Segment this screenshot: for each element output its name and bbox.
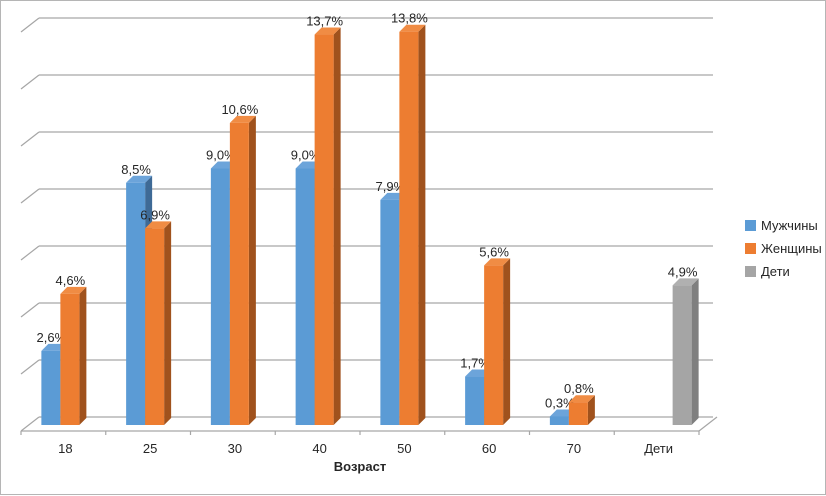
bar-series1-cat5 <box>484 265 504 425</box>
data-label: 5,6% <box>479 244 509 259</box>
data-label: 0,8% <box>564 381 594 396</box>
bar-series1-cat3 <box>314 34 334 426</box>
legend-swatch-men-icon <box>745 220 756 231</box>
bar-top-face <box>399 24 426 32</box>
gridline-depth-tick <box>20 17 40 33</box>
bar-side-face <box>164 221 172 425</box>
gridline-depth-tick <box>20 245 40 261</box>
bar-top-face <box>126 175 153 183</box>
bar-series0-cat0 <box>41 350 61 425</box>
data-label: 7,9% <box>376 179 406 194</box>
bar-series0-cat4 <box>380 199 400 425</box>
bar-top-face <box>145 221 172 229</box>
data-label: 4,6% <box>56 273 86 288</box>
bar-side-face <box>418 24 426 425</box>
bar-top-face <box>672 278 699 286</box>
data-label: 4,9% <box>668 264 698 279</box>
x-tick-label: 50 <box>397 441 411 456</box>
bar-series0-cat1 <box>126 182 146 425</box>
bar-series0-cat6 <box>549 416 569 425</box>
legend-swatch-children-icon <box>745 266 756 277</box>
bar-side-face <box>248 115 256 426</box>
bar-series0-cat3 <box>295 168 315 425</box>
legend-item-children: Дети <box>745 260 822 283</box>
bar-series0-cat2 <box>210 168 230 425</box>
legend-item-men: Мужчины <box>745 214 822 237</box>
bar-top-face <box>484 258 511 266</box>
x-tick-label: 18 <box>58 441 72 456</box>
data-label: 9,0% <box>206 148 236 163</box>
bar-series1-cat2 <box>229 122 249 426</box>
x-tick-label: 25 <box>143 441 157 456</box>
legend-swatch-women-icon <box>745 243 756 254</box>
gridline-depth-tick <box>20 188 40 204</box>
x-tick-label: Дети <box>644 441 673 456</box>
bar-top-face <box>314 27 341 35</box>
data-label: 8,5% <box>121 162 151 177</box>
bar-series1-cat1 <box>145 228 165 425</box>
bar-side-face <box>333 27 341 426</box>
legend-label-men: Мужчины <box>761 218 818 233</box>
data-label: 9,0% <box>291 148 321 163</box>
bar-side-face <box>691 278 699 425</box>
data-label: 13,8% <box>391 11 428 26</box>
data-label: 0,3% <box>545 395 575 410</box>
gridline-depth-tick <box>20 416 40 432</box>
x-tick-label: 30 <box>228 441 242 456</box>
bar-series0-cat5 <box>465 376 485 425</box>
data-label: 13,7% <box>306 14 343 29</box>
x-tick-label: 60 <box>482 441 496 456</box>
floor-right-edge <box>698 416 718 432</box>
data-label: 10,6% <box>221 102 258 117</box>
bar-top-face <box>60 286 87 294</box>
legend-label-women: Женщины <box>761 241 822 256</box>
bar-series1-cat0 <box>60 293 80 425</box>
bar-top-face <box>568 395 595 403</box>
data-label: 1,7% <box>460 356 490 371</box>
data-label: 6,9% <box>140 207 170 222</box>
bar-series2-cat7 <box>672 285 692 425</box>
bar-top-face <box>229 115 256 123</box>
bar-side-face <box>587 395 595 425</box>
gridline-depth-tick <box>20 74 40 90</box>
gridline-depth-tick <box>20 302 40 318</box>
data-label: 2,6% <box>37 330 67 345</box>
bar-series1-cat4 <box>399 31 419 425</box>
bar-side-face <box>503 258 511 425</box>
chart-legend: Мужчины Женщины Дети <box>745 214 822 283</box>
gridline-depth-tick <box>20 359 40 375</box>
legend-label-children: Дети <box>761 264 790 279</box>
x-tick-label: 70 <box>567 441 581 456</box>
gridline-depth-tick <box>20 131 40 147</box>
x-axis-title: Возраст <box>333 459 387 474</box>
x-tick-label: 40 <box>312 441 326 456</box>
bar-series1-cat6 <box>568 402 588 425</box>
legend-item-women: Женщины <box>745 237 822 260</box>
bar-side-face <box>79 286 87 425</box>
